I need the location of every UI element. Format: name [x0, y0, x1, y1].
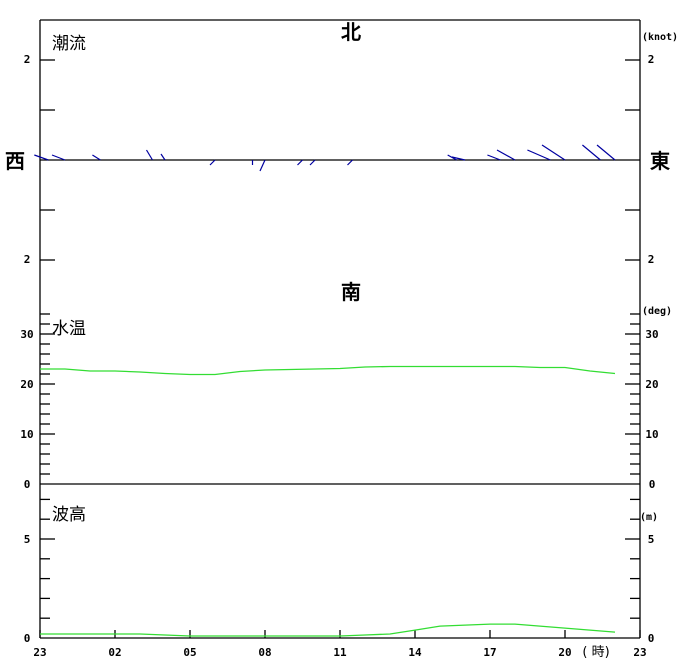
current-vector [541, 144, 566, 161]
x-tick-label: 02 [108, 646, 121, 659]
current-vector [209, 159, 216, 166]
current-title: 潮流 [52, 34, 86, 54]
temp-tick-label-right: 20 [645, 378, 658, 391]
x-tick-label: 14 [408, 646, 422, 659]
x-tick-label: 20 [558, 646, 571, 659]
temp-tick-label-left: 10 [20, 428, 33, 441]
temp-tick-label-left: 0 [24, 478, 31, 491]
water-temp-line [40, 365, 616, 376]
wave-unit: (m) [640, 512, 658, 523]
current-tick-left-2-top: 2 [24, 53, 31, 66]
current-vector [487, 154, 501, 161]
x-axis-unit: ( 時) [582, 645, 609, 660]
current-vector [582, 144, 601, 161]
current-tick-right-2-bottom: 2 [648, 253, 655, 266]
x-tick-label: 17 [483, 646, 496, 659]
current-vector [34, 154, 49, 161]
chart-marks [34, 144, 616, 637]
current-vector [496, 149, 516, 161]
north-label: 北 [341, 20, 361, 44]
x-tick-label: 23 [633, 646, 646, 659]
current-vector [596, 144, 616, 161]
wave-tick-label-right: 0 [648, 632, 655, 645]
x-tick-label: 05 [183, 646, 196, 659]
current-tick-left-2-bottom: 2 [24, 253, 31, 266]
wave-height-title: 波高 [52, 505, 86, 525]
axis-ticks [39, 59, 641, 638]
wave-tick-label-left: 5 [24, 533, 31, 546]
x-tick-label: 23 [33, 646, 46, 659]
current-tick-right-2-top: 2 [648, 53, 655, 66]
temp-tick-label-right: 0 [649, 478, 656, 491]
temp-tick-label-left: 20 [20, 378, 33, 391]
current-vector [51, 154, 66, 161]
temp-tick-label-right: 10 [645, 428, 658, 441]
current-unit: (knot) [642, 32, 678, 43]
wave-height-line [40, 623, 616, 637]
current-vector [160, 153, 166, 161]
current-vector [451, 156, 466, 161]
temp-unit: (deg) [642, 306, 672, 317]
water-temp-title: 水温 [52, 319, 86, 339]
current-vector [259, 159, 266, 172]
wave-tick-label-right: 5 [648, 533, 655, 546]
temp-tick-label-left: 30 [20, 328, 33, 341]
current-vector [92, 154, 101, 161]
current-vector [297, 159, 303, 166]
west-label: 西 [5, 149, 25, 173]
current-vector [145, 149, 154, 161]
current-vector [347, 159, 353, 166]
current-vector [527, 149, 551, 161]
chart-frame [39, 19, 641, 639]
south-label: 南 [341, 280, 361, 304]
x-tick-label: 08 [258, 646, 271, 659]
current-vector [309, 159, 316, 166]
temp-tick-label-right: 30 [645, 328, 658, 341]
east-label: 東 [650, 149, 670, 173]
x-tick-label: 11 [333, 646, 347, 659]
wave-tick-label-left: 0 [24, 632, 31, 645]
